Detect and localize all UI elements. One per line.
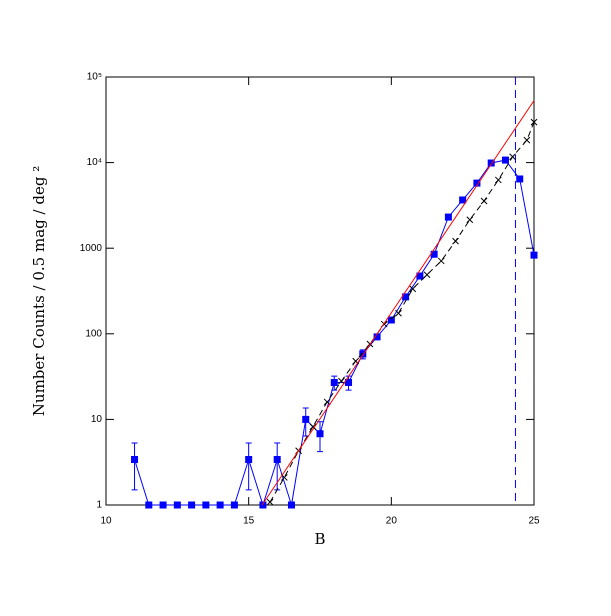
point [316,430,324,438]
point [494,176,502,184]
point [373,333,381,341]
point [266,498,274,506]
series-line [261,100,535,506]
point [452,237,459,245]
point [345,378,353,386]
point [330,378,338,386]
point [216,501,224,509]
point [437,257,445,265]
point [423,271,431,279]
point [387,316,395,324]
point [338,377,345,385]
point [487,159,495,167]
x-tick-label: 25 [528,516,540,527]
point [509,153,516,161]
point [516,175,524,183]
point [473,179,481,187]
x-tick-label: 15 [243,516,255,527]
y-axis-label: Number Counts / 0.5 mag / deg ² [30,166,48,416]
error-bar [245,442,252,491]
point [409,285,417,293]
error-bar [131,442,138,491]
point [395,309,402,317]
point [530,251,538,259]
y-tick-label: 1000 [80,243,103,254]
point [523,136,531,144]
x-tick-label: 20 [386,516,398,527]
point [323,398,331,406]
series-line [269,121,535,503]
point [287,501,295,509]
point [459,196,467,204]
point [131,456,139,464]
y-tick-label: 10⁴ [87,157,102,168]
point [309,423,317,431]
point [259,501,267,509]
point [480,197,488,205]
point [159,501,167,509]
point [416,272,424,280]
point [444,213,452,221]
y-tick-label: 100 [85,328,102,339]
point [530,118,538,126]
plot-frame [105,76,535,506]
point [173,501,181,509]
point [359,350,367,358]
x-tick-label: 10 [100,516,112,527]
y-tick-label: 1 [96,500,102,511]
point [202,501,210,509]
series-line [134,159,535,507]
point [245,456,253,464]
y-tick-label: 10⁵ [87,72,102,83]
point [145,501,153,509]
point [430,250,438,258]
y-tick-label: 10 [91,414,103,425]
point [501,156,509,164]
point [302,415,310,423]
point [273,456,281,464]
point [402,293,410,301]
point [466,216,474,224]
point [188,501,196,509]
point [230,501,238,509]
x-axis-label: B [314,530,325,548]
